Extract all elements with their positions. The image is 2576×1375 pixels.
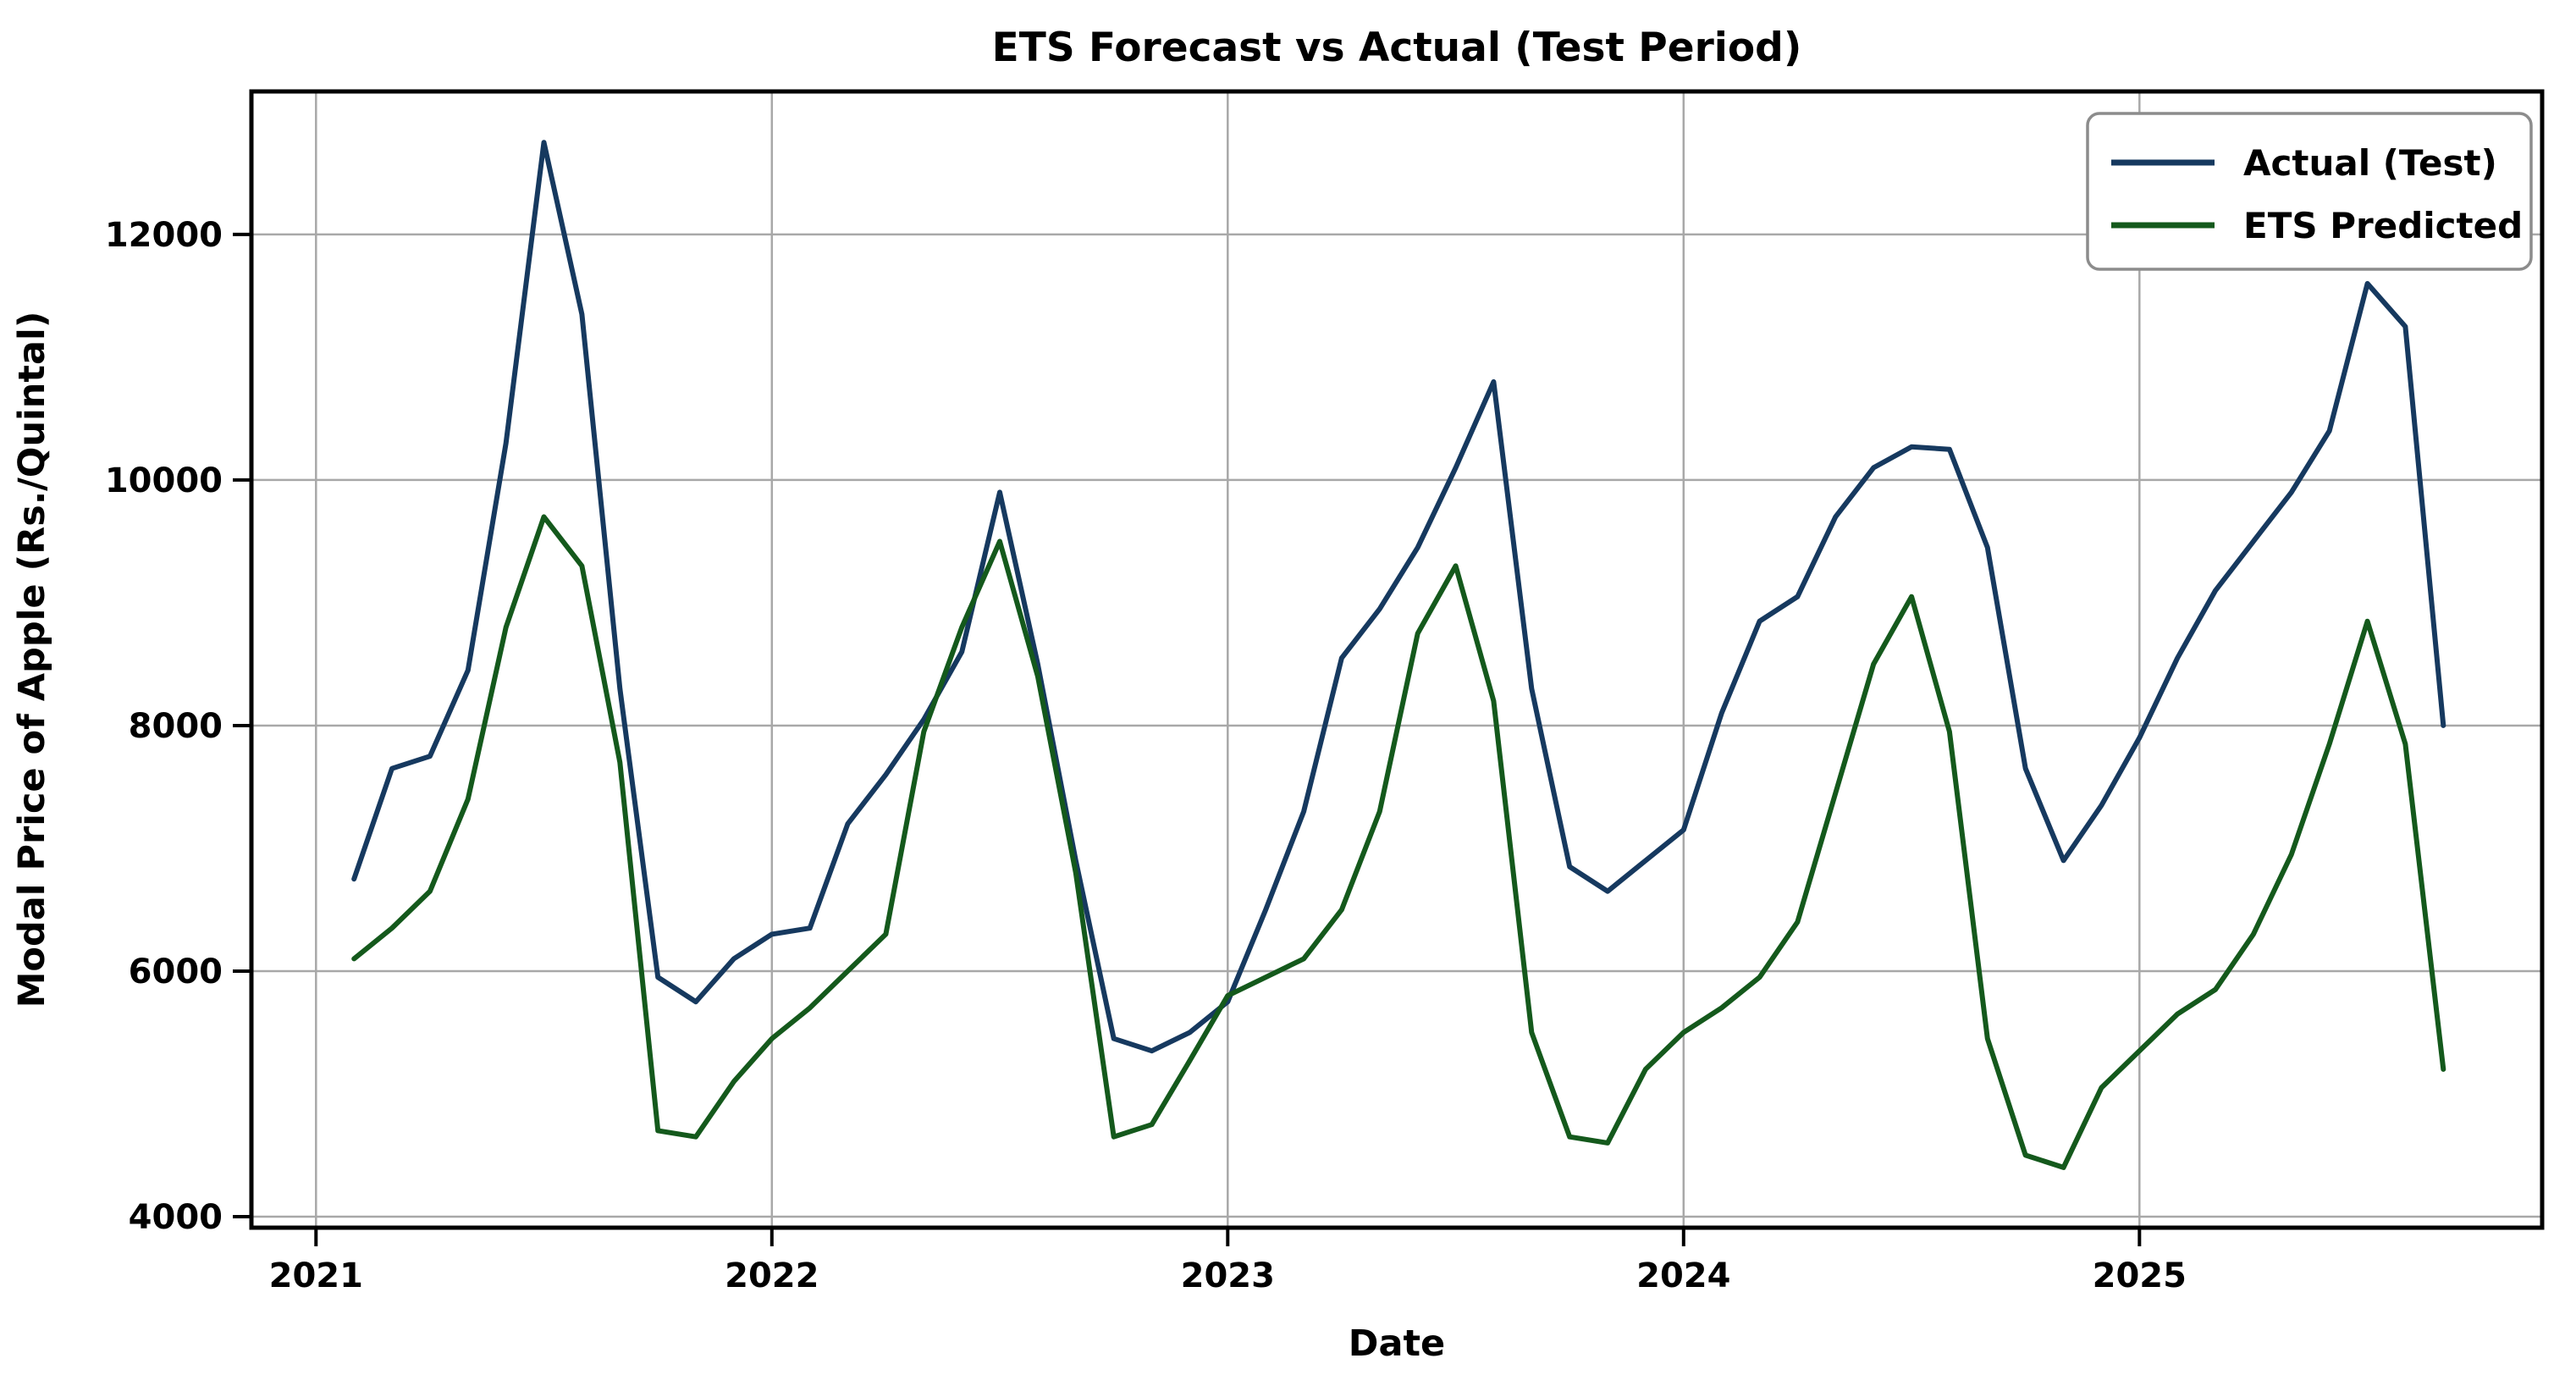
legend-label-1: ETS Predicted [2243,205,2523,246]
y-axis-label: Modal Price of Apple (Rs./Quintal) [11,312,53,1008]
ets-predicted-line [351,514,2446,1170]
x-tick-label-2024: 2024 [1636,1256,1730,1295]
legend-label-0: Actual (Test) [2243,142,2497,184]
x-tick-label-2025: 2025 [2093,1256,2187,1295]
plot-area-border [249,89,2545,1230]
y-tick-label-6000: 6000 [129,953,223,991]
x-axis-label: Date [1349,1323,1445,1365]
y-tick-label-12000: 12000 [105,216,223,255]
x-tick-label-2021: 2021 [269,1256,363,1295]
axis-ticks: 4000 6000 8000 10000 12000 2021 2022 2023 2024 20… [105,216,2187,1295]
y-tick-label-4000: 4000 [129,1198,223,1237]
x-tick-label-2022: 2022 [725,1256,819,1295]
y-tick-label-8000: 8000 [129,707,223,746]
actual-test-line [351,140,2446,1054]
legend: Actual (Test) ETS Predicted [2086,112,2533,271]
data-series [351,140,2446,1170]
y-tick-label-10000: 10000 [105,461,223,500]
chart-title: ETS Forecast vs Actual (Test Period) [992,25,1802,71]
x-tick-label-2023: 2023 [1181,1256,1275,1295]
legend-box [2086,112,2533,271]
